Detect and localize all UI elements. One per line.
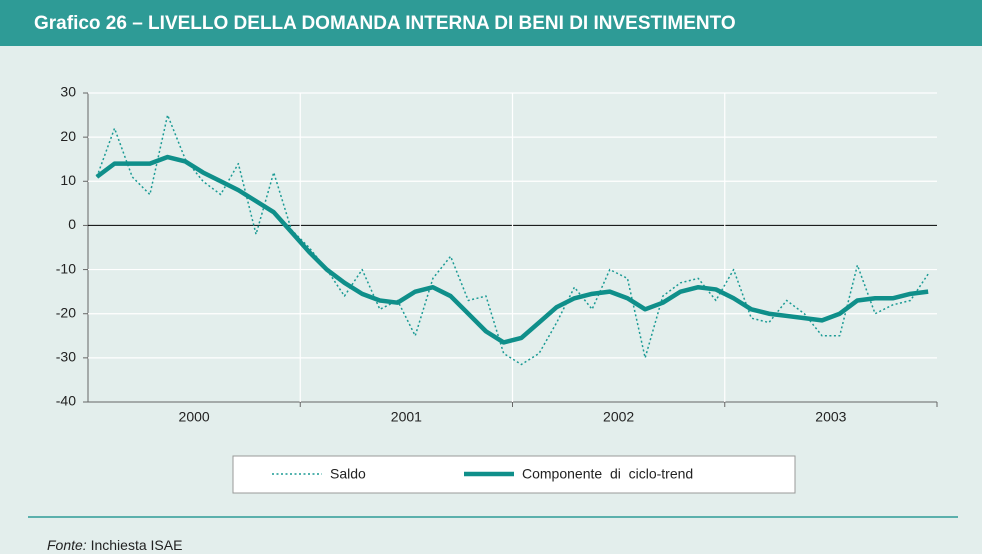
legend bbox=[232, 455, 796, 494]
legend-label: Componente di ciclo-trend bbox=[522, 466, 693, 482]
source-text: Inchiesta ISAE bbox=[91, 537, 183, 553]
x-tick-label: 2002 bbox=[603, 409, 634, 425]
y-tick-label: 10 bbox=[60, 172, 76, 188]
y-tick-label: 0 bbox=[68, 216, 76, 232]
source-label: Fonte: bbox=[47, 537, 87, 553]
y-tick-label: -10 bbox=[56, 260, 76, 276]
y-tick-label: 20 bbox=[60, 128, 76, 144]
header bbox=[0, 0, 982, 46]
legend-label: Saldo bbox=[330, 466, 366, 482]
x-tick-label: 2001 bbox=[391, 409, 422, 425]
y-tick-label: -30 bbox=[56, 349, 76, 365]
source: Fonte: Inchiesta ISAE bbox=[47, 537, 182, 553]
y-tick-label: 30 bbox=[60, 84, 76, 100]
chart-title: Grafico 26 – LIVELLO DELLA DOMANDA INTER… bbox=[34, 13, 736, 34]
x-tick-label: 2003 bbox=[815, 409, 846, 425]
x-tick-label: 2000 bbox=[179, 409, 210, 425]
series-line bbox=[95, 154, 929, 345]
y-tick-label: -40 bbox=[56, 393, 76, 409]
y-tick-label: -20 bbox=[56, 304, 76, 320]
